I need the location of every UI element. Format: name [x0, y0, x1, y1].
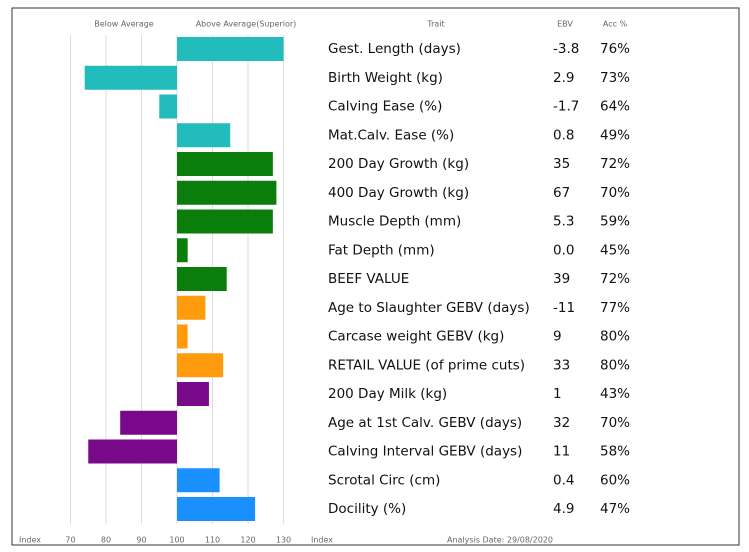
- bar: [177, 324, 188, 349]
- ebv-value: 33: [553, 357, 570, 373]
- bar: [120, 410, 177, 435]
- ebv-header: EBV: [557, 20, 573, 29]
- ebv-value: -11: [553, 300, 575, 316]
- trait-label: RETAIL VALUE (of prime cuts): [328, 357, 525, 373]
- acc-value: 70%: [600, 185, 630, 201]
- trait-label: 200 Day Milk (kg): [328, 386, 447, 402]
- bar: [177, 123, 231, 148]
- acc-value: 59%: [600, 214, 630, 230]
- x-tick-label: 130: [276, 536, 291, 545]
- trait-label: Muscle Depth (mm): [328, 214, 461, 230]
- ebv-value: -3.8: [553, 41, 579, 57]
- bar: [177, 209, 273, 234]
- x-label-left: Index: [19, 536, 41, 545]
- trait-label: Age to Slaughter GEBV (days): [328, 300, 530, 316]
- ebv-value: 5.3: [553, 214, 574, 230]
- ebv-value: 35: [553, 156, 570, 172]
- trait-label: Carcase weight GEBV (kg): [328, 329, 504, 345]
- trait-label: BEEF VALUE: [328, 271, 409, 287]
- ebv-value: 9: [553, 329, 562, 345]
- trait-label: Age at 1st Calv. GEBV (days): [328, 415, 522, 431]
- acc-value: 64%: [600, 99, 630, 115]
- bar: [177, 468, 220, 493]
- ebv-value: 1: [553, 386, 562, 402]
- acc-value: 45%: [600, 242, 630, 258]
- x-tick-label: 100: [169, 536, 184, 545]
- ebv-value: 0.0: [553, 242, 574, 258]
- x-tick-label: 80: [101, 536, 111, 545]
- trait-label: 400 Day Growth (kg): [328, 185, 469, 201]
- frame: [11, 7, 740, 546]
- acc-value: 72%: [600, 271, 630, 287]
- bar: [177, 353, 224, 378]
- trait-label: Mat.Calv. Ease (%): [328, 127, 454, 143]
- bar: [88, 439, 177, 464]
- bar: [177, 180, 277, 205]
- x-tick-label: 120: [240, 536, 255, 545]
- acc-value: 47%: [600, 501, 630, 517]
- trait-label: Calving Ease (%): [328, 99, 442, 115]
- ebv-value: 32: [553, 415, 570, 431]
- trait-label: Scrotal Circ (cm): [328, 472, 440, 488]
- acc-value: 70%: [600, 415, 630, 431]
- x-tick-label: 90: [136, 536, 146, 545]
- acc-value: 80%: [600, 357, 630, 373]
- bar: [177, 152, 273, 176]
- trait-label: Fat Depth (mm): [328, 242, 435, 258]
- analysis-date: Analysis Date: 29/08/2020: [447, 536, 553, 545]
- trait-label: Gest. Length (days): [328, 41, 461, 57]
- bar: [159, 94, 177, 119]
- x-label-right: Index: [311, 536, 333, 545]
- acc-value: 80%: [600, 329, 630, 345]
- right-header: Above Average(Superior): [196, 20, 297, 29]
- bar: [177, 267, 227, 291]
- acc-header: Acc %: [603, 20, 628, 29]
- trait-label: 200 Day Growth (kg): [328, 156, 469, 172]
- acc-value: 49%: [600, 127, 630, 143]
- trait-header: Trait: [426, 20, 444, 29]
- acc-value: 43%: [600, 386, 630, 402]
- acc-value: 76%: [600, 41, 630, 57]
- x-tick-label: 70: [65, 536, 75, 545]
- acc-value: 77%: [600, 300, 630, 316]
- ebv-value: 39: [553, 271, 570, 287]
- trait-label: Docility (%): [328, 501, 406, 517]
- ebv-value: 67: [553, 185, 570, 201]
- x-tick-label: 110: [205, 536, 220, 545]
- ebv-value: 0.8: [553, 127, 574, 143]
- bar: [177, 37, 284, 61]
- bar: [177, 497, 256, 521]
- bar: [84, 65, 177, 90]
- acc-value: 73%: [600, 70, 630, 86]
- bar: [177, 382, 209, 406]
- ebv-value: 4.9: [553, 501, 574, 517]
- ebv-value: 0.4: [553, 472, 574, 488]
- acc-value: 72%: [600, 156, 630, 172]
- acc-value: 58%: [600, 444, 630, 460]
- ebv-value: 2.9: [553, 70, 574, 86]
- bar: [177, 238, 188, 263]
- ebv-value: -1.7: [553, 99, 579, 115]
- trait-label: Birth Weight (kg): [328, 70, 443, 86]
- acc-value: 60%: [600, 472, 630, 488]
- trait-label: Calving Interval GEBV (days): [328, 444, 522, 460]
- ebv-value: 11: [553, 444, 570, 460]
- bar: [177, 295, 206, 320]
- left-header: Below Average: [94, 20, 154, 29]
